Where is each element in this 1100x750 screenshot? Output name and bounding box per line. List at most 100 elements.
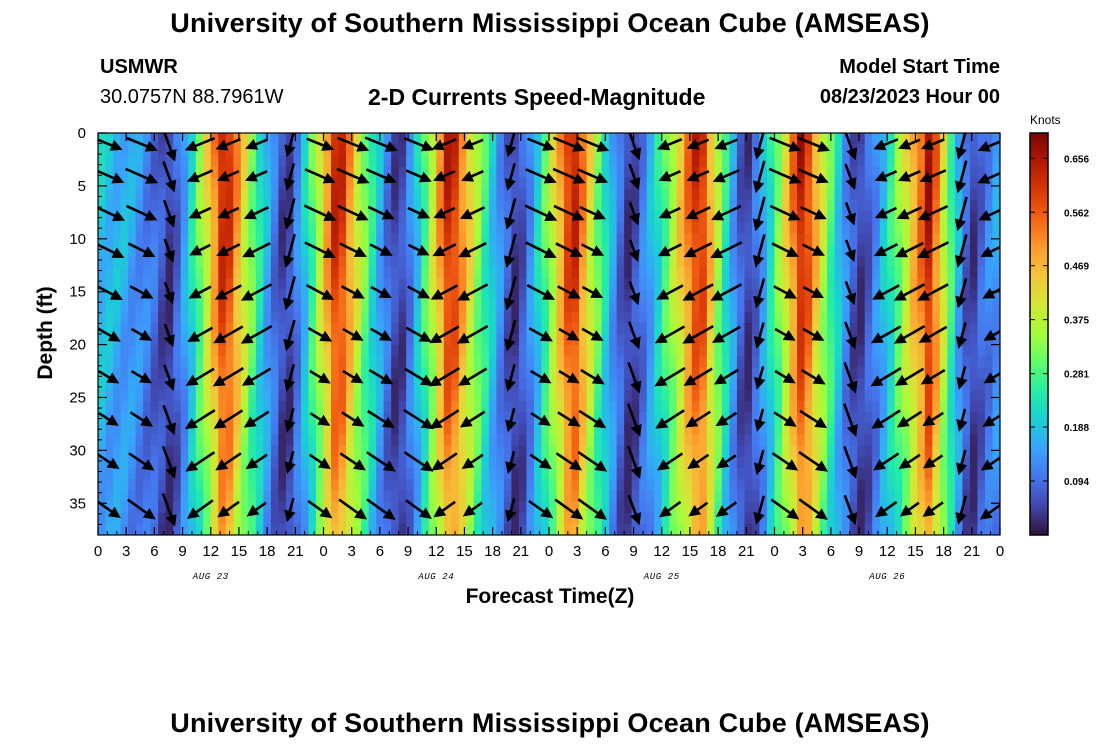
- heatmap-cell: [240, 345, 249, 357]
- heatmap-cell: [488, 490, 497, 503]
- heatmap-cell: [609, 300, 618, 313]
- heatmap-cell: [812, 233, 821, 246]
- heatmap-cell: [601, 423, 610, 436]
- heatmap-cell: [511, 401, 520, 413]
- heatmap-cell: [421, 356, 430, 369]
- heatmap-cell: [842, 423, 851, 436]
- heatmap-cell: [203, 412, 212, 424]
- heatmap-cell: [315, 177, 325, 190]
- heatmap-cell: [263, 490, 272, 503]
- heatmap-cell: [518, 479, 528, 491]
- heatmap-cell: [105, 267, 114, 279]
- heatmap-cell: [488, 222, 497, 235]
- heatmap-cell: [669, 367, 678, 380]
- current-arrow: [555, 452, 583, 471]
- heatmap-cell: [706, 456, 715, 469]
- heatmap-cell: [594, 501, 603, 514]
- heatmap-cell: [233, 389, 242, 402]
- heatmap-cell: [406, 490, 415, 503]
- heatmap-cell: [173, 211, 182, 223]
- heatmap-cell: [128, 233, 137, 246]
- heatmap-cell: [300, 345, 310, 357]
- heatmap-cell: [150, 479, 159, 491]
- current-arrow: [658, 206, 681, 219]
- heatmap-cell: [857, 468, 866, 480]
- heatmap-cell: [691, 222, 700, 235]
- heatmap-cell: [113, 155, 122, 168]
- current-arrow: [656, 284, 684, 300]
- heatmap-cell: [331, 367, 340, 380]
- heatmap-cell: [804, 233, 813, 246]
- heatmap-cell: [353, 445, 362, 458]
- heatmap-cell: [721, 200, 730, 212]
- heatmap-cell: [812, 322, 821, 335]
- heatmap-cell: [586, 468, 595, 480]
- current-arrow: [366, 451, 396, 472]
- heatmap-cell: [503, 311, 513, 324]
- heatmap-cell: [751, 490, 761, 503]
- heatmap-cell: [496, 356, 505, 369]
- heatmap-cell: [579, 468, 588, 480]
- heatmap-cell: [699, 479, 708, 491]
- heatmap-cell: [391, 468, 400, 480]
- x-tick-label: 6: [601, 543, 609, 560]
- heatmap-cell: [113, 311, 122, 324]
- current-arrow: [683, 367, 713, 386]
- heatmap-cell: [639, 401, 648, 413]
- heatmap-cell: [180, 490, 189, 503]
- heatmap-cell: [421, 322, 430, 335]
- heatmap-cell: [669, 378, 678, 391]
- heatmap-cell: [797, 244, 806, 257]
- heatmap-cell: [233, 523, 242, 535]
- heatmap-cell: [263, 200, 272, 212]
- heatmap-cell: [834, 389, 843, 402]
- heatmap-cell: [158, 490, 167, 503]
- heatmap-cell: [323, 423, 332, 436]
- heatmap-cell: [571, 468, 580, 480]
- heatmap-cell: [413, 456, 422, 469]
- heatmap-cell: [774, 479, 783, 491]
- heatmap-cell: [894, 389, 903, 402]
- heatmap-cell: [736, 322, 746, 335]
- heatmap-cell: [263, 378, 272, 391]
- heatmap-cell: [210, 211, 219, 223]
- heatmap-cell: [939, 188, 948, 201]
- heatmap-cell: [541, 233, 550, 246]
- heatmap-cell: [556, 133, 565, 145]
- heatmap-cell: [293, 490, 302, 503]
- current-arrow: [802, 285, 824, 299]
- heatmap-cell: [173, 233, 182, 246]
- heatmap-cell: [331, 289, 340, 302]
- heatmap-cell: [488, 401, 497, 413]
- heatmap-cell: [458, 155, 467, 168]
- heatmap-cell: [135, 188, 144, 201]
- heatmap-cell: [766, 177, 776, 190]
- current-arrow: [682, 324, 714, 344]
- heatmap-cell: [624, 479, 633, 491]
- heatmap-cell: [676, 345, 685, 357]
- heatmap-cell: [413, 200, 422, 212]
- heatmap-cell: [714, 456, 723, 469]
- heatmap-cell: [616, 244, 625, 257]
- heatmap-cell: [549, 445, 558, 458]
- heatmap-cell: [736, 456, 746, 469]
- heatmap-cell: [924, 367, 933, 380]
- heatmap-cell: [398, 434, 407, 447]
- heatmap-cell: [639, 267, 648, 279]
- heatmap-cell: [436, 155, 445, 168]
- heatmap-cell: [639, 512, 648, 525]
- heatmap-cell: [774, 278, 783, 290]
- heatmap-cell: [661, 200, 670, 212]
- heatmap-cell: [571, 356, 580, 369]
- heatmap-cell: [248, 479, 257, 491]
- heatmap-cell: [646, 300, 655, 313]
- heatmap-cell: [872, 278, 881, 290]
- heatmap-cell: [947, 345, 956, 357]
- heatmap-cell: [947, 300, 956, 313]
- heatmap-cell: [924, 468, 933, 480]
- heatmap-cell: [744, 345, 753, 357]
- heatmap-cell: [285, 389, 295, 402]
- heatmap-cell: [195, 423, 204, 436]
- heatmap-cell: [98, 456, 107, 469]
- heatmap-cell: [436, 367, 445, 380]
